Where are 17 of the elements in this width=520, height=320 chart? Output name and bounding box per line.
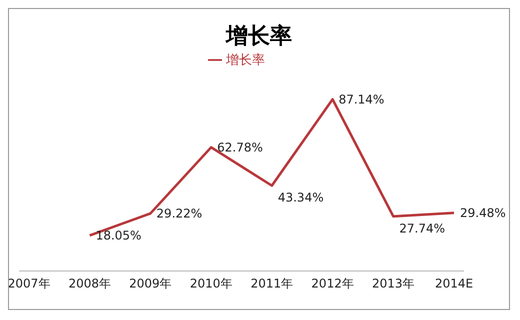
data-label: 29.22%	[156, 206, 202, 220]
x-tick-label: 2010年	[190, 276, 232, 291]
x-tick-label: 2007年	[8, 276, 50, 291]
x-tick-label: 2008年	[68, 276, 111, 291]
data-label: 29.48%	[460, 206, 506, 220]
x-tick-label: 2011年	[250, 276, 294, 291]
x-tick-label: 2009年	[129, 276, 172, 291]
legend-label: 增长率	[226, 53, 265, 68]
chart-title: 增长率	[224, 22, 293, 51]
data-label: 18.05%	[96, 228, 142, 242]
data-label: 62.78%	[217, 140, 263, 154]
data-label: 43.34%	[278, 190, 324, 205]
data-label: 27.74%	[399, 221, 446, 236]
x-tick-label: 2014E	[434, 276, 474, 291]
x-tick-label: 2012年	[311, 276, 354, 291]
x-tick-label: 2013年	[372, 276, 415, 291]
data-label: 87.14%	[338, 92, 384, 106]
